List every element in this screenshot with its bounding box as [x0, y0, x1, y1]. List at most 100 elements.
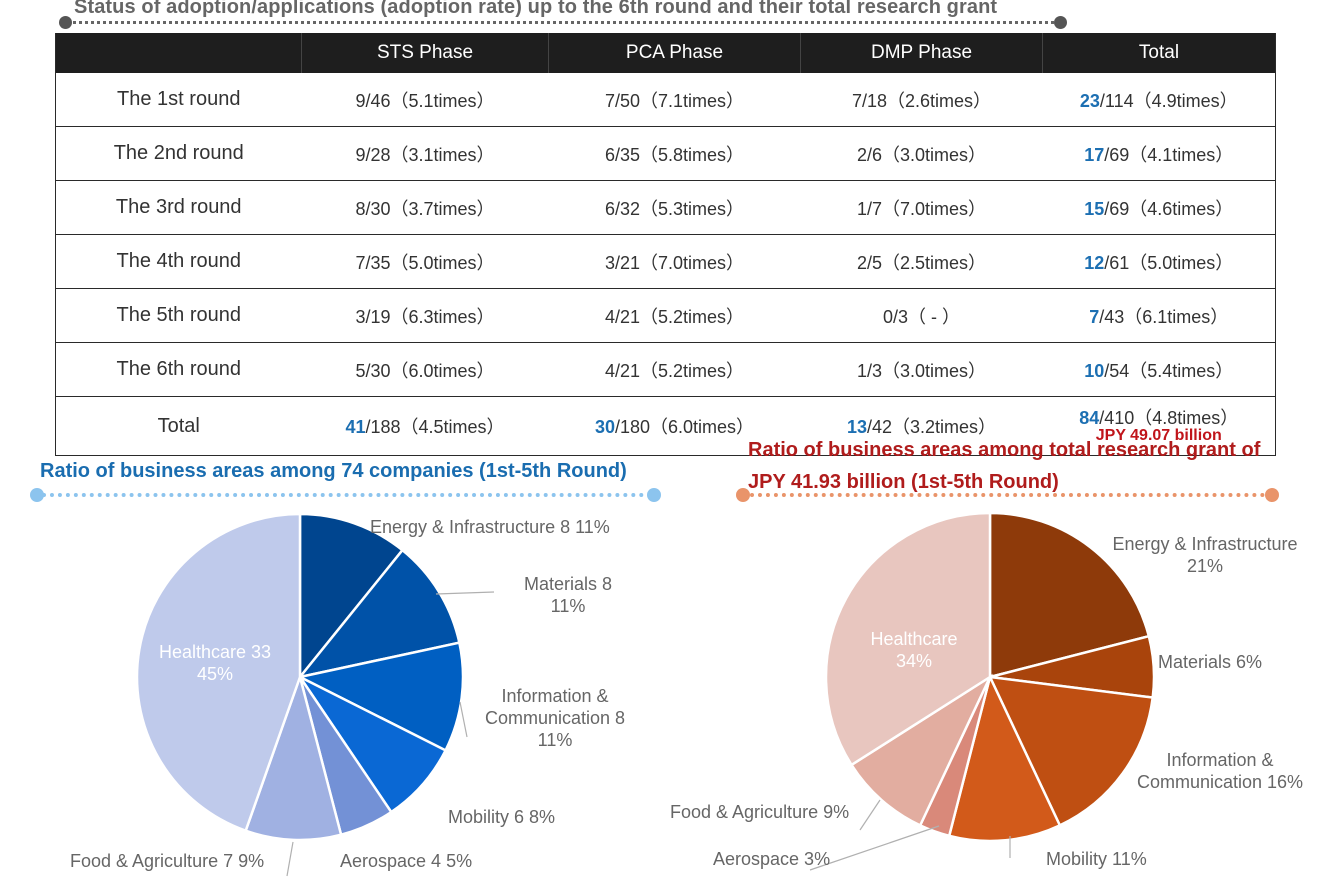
cell-pca: 30/180（6.0times） — [549, 397, 801, 456]
cell-sts: 9/46（5.1times） — [301, 73, 549, 127]
cell-sts: 5/30（6.0times） — [301, 342, 549, 397]
table-row: The 5th round 3/19（6.3times） 4/21（5.2times… — [55, 288, 1276, 343]
cell-text: /69（4.6times） — [1104, 198, 1234, 219]
right-pie-label-aerospace: Aerospace 3% — [713, 849, 830, 869]
header-pca: PCA Phase — [548, 33, 801, 73]
right-title-dotted-line — [750, 493, 1265, 497]
cell-total: 7/43（6.1times） — [1042, 288, 1276, 343]
right-pie-leader-line — [859, 799, 881, 831]
left-pie-slice-energy-infrastructure — [298, 512, 405, 681]
right-pie-label-healthcare: Healthcare 34% — [870, 629, 957, 671]
row-label: The 1st round — [55, 73, 302, 127]
label-line: Materials 6% — [1158, 652, 1262, 672]
cell-dmp: 2/5（2.5times） — [800, 234, 1043, 289]
left-pie-leader-line — [286, 841, 294, 877]
table-row-total: Total 41/188（4.5times） 30/180（6.0times） … — [56, 397, 1276, 456]
cell-pca: 4/21（5.2times） — [548, 288, 801, 343]
header-total: Total — [1042, 33, 1276, 73]
cell-number: 10 — [1084, 360, 1105, 381]
header-dmp: DMP Phase — [800, 33, 1043, 73]
right-pie-leader-line — [809, 825, 940, 871]
cell-number: 12 — [1084, 252, 1105, 273]
cell-pca: 3/21（7.0times） — [548, 234, 801, 289]
right-pie-label-information-communication: Information & Communication 16% — [1137, 750, 1303, 792]
left-pie-slice-materials — [296, 548, 461, 679]
table-body: The 1st round 9/46（5.1times） 7/50（7.1times… — [55, 73, 1276, 456]
table-row: The 1st round 9/46（5.1times） 7/50（7.1times… — [55, 73, 1276, 127]
adoption-table: STS Phase PCA Phase DMP Phase Total The … — [55, 33, 1276, 456]
cell-pca: 7/50（7.1times） — [548, 73, 801, 127]
cell-total: 23/114（4.9times） — [1042, 73, 1276, 127]
left-pie-title: Ratio of business areas among 74 compani… — [40, 460, 627, 482]
cell-pca: 6/32（5.3times） — [548, 180, 801, 235]
table-header-row: STS Phase PCA Phase DMP Phase Total — [55, 33, 1276, 73]
cell-sts: 7/35（5.0times） — [301, 234, 549, 289]
left-pie-slice-healthcare — [135, 512, 302, 833]
label-line: Mobility 6 8% — [448, 807, 555, 827]
cell-number: 17 — [1084, 144, 1105, 165]
cell-dmp: 2/6（3.0times） — [800, 126, 1043, 181]
cell-text: /69（4.1times） — [1104, 144, 1234, 165]
cell-sts: 3/19（6.3times） — [301, 288, 549, 343]
header-sts: STS Phase — [301, 33, 549, 73]
row-label: The 2nd round — [55, 126, 302, 181]
title-dotted-line — [66, 21, 1060, 24]
cell-text: /180（6.0times） — [614, 417, 755, 437]
label-line: Communication 16% — [1137, 772, 1303, 792]
left-title-dot-left — [30, 488, 44, 502]
cell-number: 30 — [594, 417, 615, 437]
label-line: Aerospace 3% — [713, 849, 830, 869]
label-line: 45% — [197, 664, 233, 684]
table-row: The 2nd round 9/28（3.1times） 6/35（5.8times… — [55, 126, 1276, 181]
cell-dmp: 1/3（3.0times） — [800, 342, 1043, 397]
cell-text: /54（5.4times） — [1104, 360, 1234, 381]
left-pie-leader-line — [459, 701, 468, 738]
cell-number: 15 — [1084, 198, 1105, 219]
left-pie-label-aerospace: Aerospace 4 5% — [340, 851, 472, 871]
label-line: Communication 8 — [485, 708, 625, 728]
table-row: The 3rd round 8/30（3.7times） 6/32（5.3times… — [55, 180, 1276, 235]
label-line: 11% — [551, 596, 586, 616]
cell-dmp: 1/7（7.0times） — [800, 180, 1043, 235]
cell-pca: 4/21（5.2times） — [548, 342, 801, 397]
row-label: The 6th round — [55, 342, 302, 397]
right-pie-label-energy-infrastructure: Energy & Infrastructure 21% — [1112, 534, 1297, 576]
cell-number: 23 — [1079, 90, 1100, 111]
right-title-dot-left — [736, 488, 750, 502]
left-pie-label-materials: Materials 8 11% — [524, 574, 612, 616]
right-pie-slice-mobility — [947, 673, 1062, 843]
cell-number: 13 — [846, 417, 867, 437]
cell-number: 41 — [345, 417, 366, 437]
cell-sts: 9/28（3.1times） — [301, 126, 549, 181]
cell-text: /410（4.8times） — [1099, 408, 1239, 428]
label-line: Aerospace 4 5% — [340, 851, 472, 871]
cell-sts: 41/188（4.5times） — [302, 397, 549, 456]
cell-text: /43（6.1times） — [1099, 306, 1229, 327]
right-pie-title-line2: JPY 41.93 billion (1st-5th Round) — [748, 471, 1059, 493]
label-line: Information & — [501, 686, 608, 706]
left-title-dotted-line — [42, 493, 652, 497]
left-pie-slice-food-agriculture — [244, 672, 343, 842]
right-pie-slice-healthcare — [824, 511, 992, 767]
label-line: Healthcare — [870, 629, 957, 649]
table-title-block: Status of adoption/applications (adoptio… — [58, 0, 1068, 30]
title-dot-left — [59, 16, 72, 29]
label-line: Materials 8 — [524, 574, 612, 594]
right-pie-slice-food-agriculture — [849, 673, 993, 828]
table-row: The 6th round 5/30（6.0times） 4/21（5.2times… — [55, 342, 1276, 397]
label-line: Information & — [1166, 750, 1273, 770]
cell-sts: 8/30（3.7times） — [301, 180, 549, 235]
left-pie-label-food-agriculture: Food & Agriculture 7 9% — [70, 851, 264, 871]
label-line: Energy & Infrastructure 8 11% — [370, 517, 610, 537]
left-pie-label-healthcare: Healthcare 33 45% — [159, 642, 271, 684]
row-label: Total — [157, 414, 200, 437]
cell-text: /114（4.9times） — [1099, 90, 1238, 111]
left-pie-label-mobility: Mobility 6 8% — [448, 807, 555, 827]
label-line: Energy & Infrastructure — [1112, 534, 1297, 554]
label-line: Healthcare 33 — [159, 642, 271, 662]
cell-total: 15/69（4.6times） — [1042, 180, 1276, 235]
table-title: Status of adoption/applications (adoptio… — [74, 0, 998, 18]
right-pie-label-materials: Materials 6% — [1158, 652, 1262, 672]
header-blank — [55, 33, 302, 73]
